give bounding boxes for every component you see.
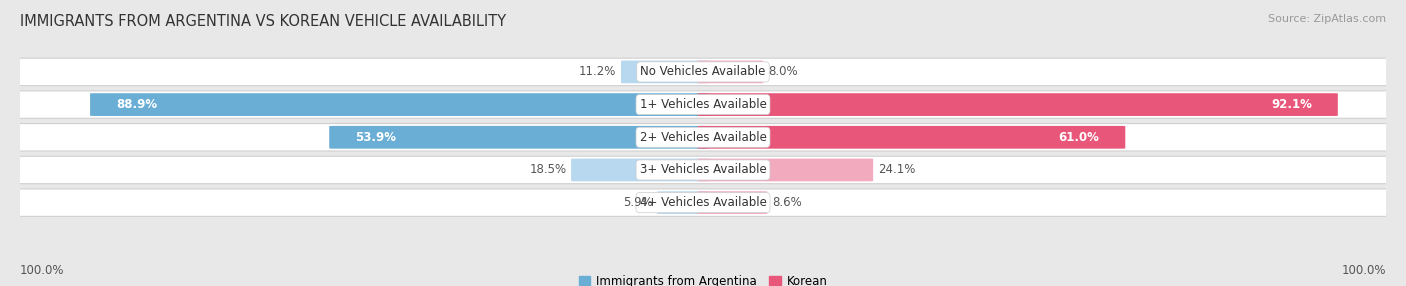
Text: 2+ Vehicles Available: 2+ Vehicles Available [640,131,766,144]
FancyBboxPatch shape [6,156,1400,184]
Text: 88.9%: 88.9% [117,98,157,111]
FancyBboxPatch shape [697,93,1337,116]
Text: 4+ Vehicles Available: 4+ Vehicles Available [640,196,766,209]
FancyBboxPatch shape [697,191,768,214]
Text: 11.2%: 11.2% [579,65,616,78]
FancyBboxPatch shape [6,189,1400,217]
Text: 3+ Vehicles Available: 3+ Vehicles Available [640,164,766,176]
FancyBboxPatch shape [6,91,1400,118]
FancyBboxPatch shape [697,126,1125,149]
Text: 53.9%: 53.9% [356,131,396,144]
Text: 18.5%: 18.5% [529,164,567,176]
FancyBboxPatch shape [571,159,709,181]
Text: 61.0%: 61.0% [1059,131,1099,144]
Text: No Vehicles Available: No Vehicles Available [640,65,766,78]
FancyBboxPatch shape [621,61,709,83]
FancyBboxPatch shape [697,159,873,181]
Text: 24.1%: 24.1% [877,164,915,176]
FancyBboxPatch shape [6,58,1400,86]
FancyBboxPatch shape [6,124,1400,151]
Text: 100.0%: 100.0% [20,265,65,277]
FancyBboxPatch shape [329,126,709,149]
Text: 8.0%: 8.0% [768,65,797,78]
Text: 8.6%: 8.6% [772,196,801,209]
FancyBboxPatch shape [90,93,709,116]
Text: 1+ Vehicles Available: 1+ Vehicles Available [640,98,766,111]
Text: 100.0%: 100.0% [1341,265,1386,277]
Text: Source: ZipAtlas.com: Source: ZipAtlas.com [1268,14,1386,24]
Text: IMMIGRANTS FROM ARGENTINA VS KOREAN VEHICLE AVAILABILITY: IMMIGRANTS FROM ARGENTINA VS KOREAN VEHI… [20,14,506,29]
FancyBboxPatch shape [657,191,709,214]
Legend: Immigrants from Argentina, Korean: Immigrants from Argentina, Korean [574,270,832,286]
FancyBboxPatch shape [697,61,763,83]
Text: 92.1%: 92.1% [1271,98,1312,111]
Text: 5.9%: 5.9% [623,196,652,209]
